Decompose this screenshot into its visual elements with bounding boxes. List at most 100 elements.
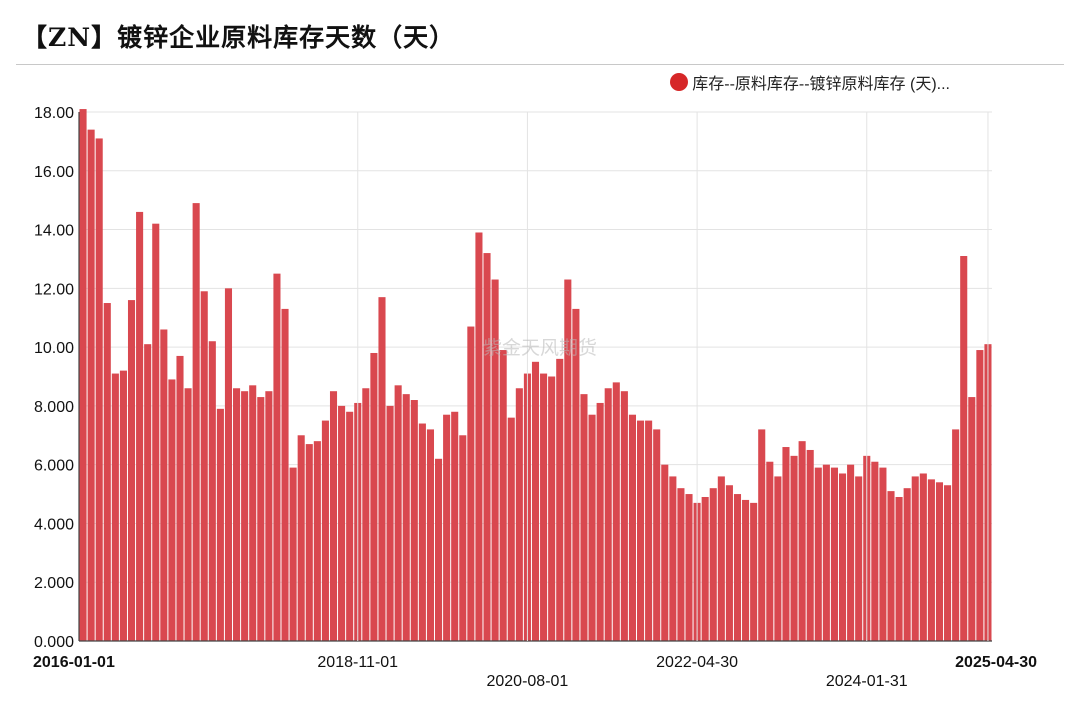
bar[interactable] xyxy=(200,291,208,641)
bar[interactable] xyxy=(814,467,822,641)
bar[interactable] xyxy=(160,329,168,641)
bar[interactable] xyxy=(733,494,742,641)
bar[interactable] xyxy=(451,411,459,641)
bar[interactable] xyxy=(257,397,265,641)
bar[interactable] xyxy=(847,464,855,641)
bar[interactable] xyxy=(919,473,927,641)
bar[interactable] xyxy=(394,385,402,641)
bar[interactable] xyxy=(233,388,241,641)
legend[interactable]: 库存--原料库存--镀锌原料库存 (天)... xyxy=(670,70,950,94)
bar[interactable] xyxy=(766,461,774,641)
bar[interactable] xyxy=(798,441,806,641)
bar[interactable] xyxy=(895,496,903,641)
bar[interactable] xyxy=(596,402,604,641)
bar[interactable] xyxy=(935,482,944,641)
bar[interactable] xyxy=(216,408,224,641)
bar[interactable] xyxy=(281,308,289,641)
bar[interactable] xyxy=(564,279,572,641)
bar[interactable] xyxy=(491,279,499,641)
bar[interactable] xyxy=(830,467,838,641)
bar[interactable] xyxy=(911,476,919,641)
bar[interactable] xyxy=(402,394,410,641)
bar[interactable] xyxy=(297,435,305,641)
bar[interactable] xyxy=(806,449,814,641)
bar[interactable] xyxy=(176,355,184,641)
bar[interactable] xyxy=(435,458,443,641)
bar[interactable] xyxy=(548,376,556,642)
bar[interactable] xyxy=(620,391,628,641)
bar[interactable] xyxy=(184,388,192,641)
bar[interactable] xyxy=(774,476,782,641)
bar[interactable] xyxy=(685,494,693,641)
bar[interactable] xyxy=(168,379,176,641)
bar[interactable] xyxy=(903,488,911,641)
bar[interactable] xyxy=(467,326,475,641)
bar[interactable] xyxy=(725,485,733,641)
bar[interactable] xyxy=(580,394,588,641)
bar[interactable] xyxy=(127,300,136,641)
bar[interactable] xyxy=(136,211,144,641)
bar[interactable] xyxy=(612,382,620,641)
bar[interactable] xyxy=(750,502,758,641)
bar[interactable] xyxy=(329,391,338,641)
bar[interactable] xyxy=(879,467,887,641)
bar[interactable] xyxy=(208,341,216,641)
bar[interactable] xyxy=(103,303,111,641)
bar[interactable] xyxy=(475,232,483,641)
bar[interactable] xyxy=(305,444,313,641)
bar[interactable] xyxy=(111,373,119,641)
bar[interactable] xyxy=(499,350,507,641)
bar[interactable] xyxy=(871,461,879,641)
bar[interactable] xyxy=(346,411,354,641)
bar[interactable] xyxy=(370,352,378,641)
bar[interactable] xyxy=(960,256,968,641)
bar[interactable] xyxy=(790,455,798,641)
bar[interactable] xyxy=(265,391,273,641)
bar[interactable] xyxy=(838,473,847,641)
bar[interactable] xyxy=(443,414,451,641)
bar[interactable] xyxy=(636,420,645,641)
bar[interactable] xyxy=(677,488,685,641)
bar[interactable] xyxy=(661,464,669,641)
bar[interactable] xyxy=(742,499,750,641)
bar[interactable] xyxy=(483,253,491,642)
bar[interactable] xyxy=(758,429,766,641)
bar[interactable] xyxy=(249,385,257,641)
bar[interactable] xyxy=(289,467,297,641)
bar[interactable] xyxy=(321,420,329,641)
bar[interactable] xyxy=(459,435,467,641)
bar[interactable] xyxy=(273,273,281,641)
bar[interactable] xyxy=(717,476,725,641)
bar[interactable] xyxy=(515,388,523,641)
bar[interactable] xyxy=(572,308,580,641)
bar[interactable] xyxy=(531,361,540,641)
bar[interactable] xyxy=(782,447,790,641)
bar[interactable] xyxy=(927,479,935,641)
bar[interactable] xyxy=(628,414,636,641)
bar[interactable] xyxy=(887,491,895,641)
bar[interactable] xyxy=(426,429,435,641)
bar[interactable] xyxy=(701,496,709,641)
bar[interactable] xyxy=(540,373,548,641)
bar[interactable] xyxy=(362,388,370,641)
bar[interactable] xyxy=(378,297,386,641)
bar[interactable] xyxy=(653,429,661,641)
bar[interactable] xyxy=(604,388,612,641)
bar[interactable] xyxy=(152,223,160,641)
bar[interactable] xyxy=(410,400,418,641)
bar[interactable] xyxy=(855,476,863,641)
bar[interactable] xyxy=(822,464,830,641)
bar[interactable] xyxy=(944,485,952,641)
bar[interactable] xyxy=(418,423,426,641)
bar[interactable] xyxy=(507,417,515,641)
bar[interactable] xyxy=(87,129,95,641)
bar[interactable] xyxy=(192,203,200,641)
bar[interactable] xyxy=(144,344,152,641)
bar[interactable] xyxy=(645,420,653,641)
bar[interactable] xyxy=(968,397,976,641)
bar[interactable] xyxy=(386,405,394,641)
bar[interactable] xyxy=(224,288,233,641)
bar[interactable] xyxy=(95,138,103,641)
bar[interactable] xyxy=(79,109,87,642)
bar[interactable] xyxy=(709,488,717,641)
